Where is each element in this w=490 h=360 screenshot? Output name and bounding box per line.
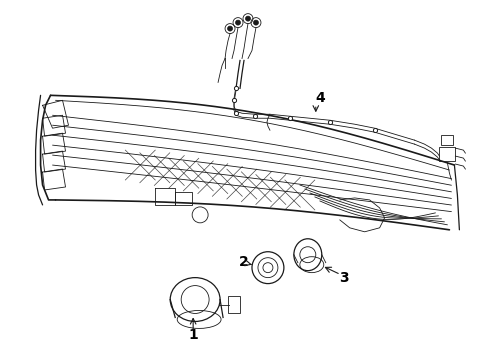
Bar <box>440 147 455 161</box>
Circle shape <box>227 26 233 31</box>
Text: 1: 1 <box>188 328 198 342</box>
Text: 4: 4 <box>315 91 325 105</box>
Text: 2: 2 <box>239 255 249 269</box>
Circle shape <box>245 16 250 21</box>
Circle shape <box>253 20 258 25</box>
Bar <box>228 296 240 314</box>
Bar <box>441 135 453 145</box>
Text: 3: 3 <box>339 271 348 285</box>
Circle shape <box>236 20 241 25</box>
